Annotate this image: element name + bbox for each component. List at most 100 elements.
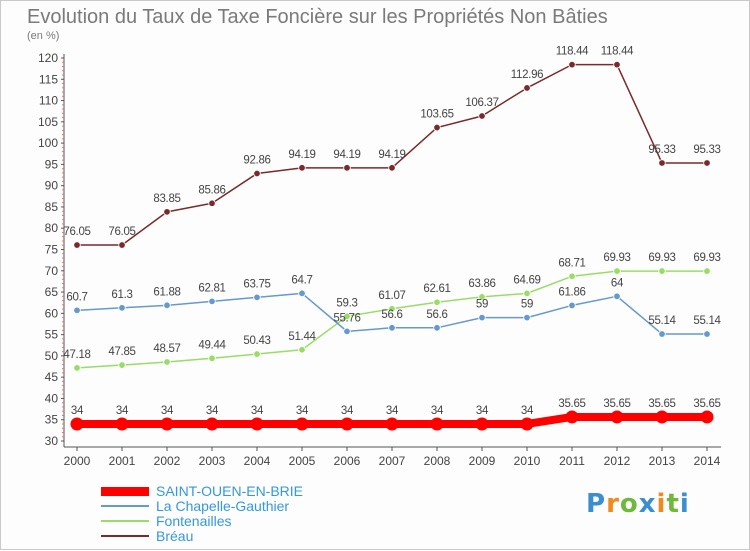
x-tick-label: 2010 — [514, 454, 541, 468]
data-label: 83.85 — [153, 193, 180, 205]
data-label: 61.3 — [111, 289, 132, 301]
data-label: 69.93 — [693, 252, 720, 264]
logo-letter: i — [656, 489, 667, 519]
logo-letter: P — [586, 489, 607, 519]
data-label: 62.81 — [198, 282, 225, 294]
data-label: 34 — [521, 405, 534, 417]
data-label: 34 — [476, 405, 489, 417]
logo-letter: t — [666, 489, 680, 519]
data-point — [700, 410, 714, 424]
logo-letter: r — [606, 489, 620, 519]
data-label: 48.57 — [153, 343, 180, 355]
data-point — [298, 346, 306, 354]
x-tick-label: 2005 — [289, 454, 316, 468]
data-label: 34 — [296, 405, 309, 417]
data-label: 34 — [71, 405, 84, 417]
data-point — [163, 358, 171, 366]
data-point — [613, 60, 621, 69]
data-point — [388, 305, 396, 313]
proxiti-logo: Proxiti — [586, 489, 690, 519]
data-label: 51.44 — [288, 331, 316, 343]
data-label: 55.76 — [333, 312, 360, 324]
data-point — [160, 417, 174, 431]
data-point — [658, 267, 666, 275]
data-label: 34 — [116, 405, 129, 417]
data-label: 34 — [161, 405, 174, 417]
data-label: 59 — [476, 299, 488, 311]
data-label: 55.14 — [693, 315, 721, 327]
data-label: 49.44 — [198, 339, 226, 351]
data-point — [565, 410, 579, 424]
data-point — [655, 410, 669, 424]
data-label: 34 — [341, 405, 354, 417]
data-label: 35.65 — [693, 398, 720, 410]
data-point — [340, 417, 354, 431]
data-point — [430, 417, 444, 431]
data-point — [658, 330, 666, 338]
x-tick-label: 2000 — [64, 454, 91, 468]
y-tick-label: 105 — [38, 115, 58, 129]
data-label: 35.65 — [648, 398, 675, 410]
legend-label: SAINT-OUEN-EN-BRIE — [156, 483, 304, 499]
data-point — [388, 164, 396, 172]
x-tick-label: 2001 — [109, 454, 136, 468]
data-label: 69.93 — [603, 252, 630, 264]
legend-label: Bréau — [156, 528, 194, 544]
data-point — [613, 292, 621, 301]
x-tick-label: 2014 — [694, 454, 721, 468]
legend-label: La Chapelle-Gauthier — [156, 498, 290, 514]
data-point — [343, 164, 351, 172]
data-point — [298, 164, 306, 172]
legend-swatch — [101, 520, 149, 522]
x-tick-label: 2006 — [334, 454, 361, 468]
data-point — [613, 267, 621, 275]
data-point — [478, 112, 486, 120]
data-label: 63.86 — [468, 278, 495, 290]
x-tick-label: 2013 — [649, 454, 676, 468]
data-label: 106.37 — [465, 97, 498, 109]
data-point — [703, 159, 711, 167]
x-tick-label: 2012 — [604, 454, 631, 468]
data-label: 61.86 — [558, 286, 585, 298]
data-point — [163, 301, 171, 310]
data-label: 76.05 — [108, 226, 135, 238]
data-point — [208, 354, 216, 362]
y-tick-label: 110 — [39, 94, 58, 108]
data-point — [523, 289, 531, 298]
data-label: 118.44 — [556, 46, 589, 58]
y-tick-label: 40 — [45, 391, 59, 405]
data-point — [163, 208, 171, 216]
data-label: 92.86 — [243, 154, 270, 166]
unit-label: (en %) — [27, 30, 60, 42]
data-point — [703, 267, 711, 275]
data-point — [70, 417, 84, 431]
y-tick-label: 30 — [45, 434, 59, 448]
y-tick-label: 35 — [45, 413, 59, 427]
data-label: 94.19 — [333, 149, 360, 161]
x-tick-label: 2003 — [199, 454, 226, 468]
y-tick-label: 120 — [38, 51, 58, 65]
data-point — [520, 417, 534, 431]
data-label: 118.44 — [601, 46, 634, 58]
data-point — [703, 330, 711, 338]
data-point — [118, 241, 126, 249]
data-point — [73, 241, 81, 249]
data-point — [115, 417, 129, 431]
data-label: 95.33 — [693, 144, 720, 156]
data-label: 34 — [386, 405, 399, 417]
data-label: 34 — [206, 405, 219, 417]
data-point — [433, 298, 441, 306]
data-point — [478, 313, 486, 322]
data-point — [253, 350, 261, 358]
y-tick-label: 65 — [45, 285, 59, 299]
data-label: 34 — [251, 405, 264, 417]
legend-label: Fontenailles — [156, 513, 232, 529]
data-label: 59.3 — [336, 297, 357, 309]
data-point — [478, 293, 486, 301]
legend-swatch — [101, 486, 149, 496]
data-label: 103.65 — [420, 109, 453, 121]
logo-letter: i — [679, 489, 690, 519]
data-label: 35.65 — [603, 398, 630, 410]
data-point — [118, 361, 126, 369]
